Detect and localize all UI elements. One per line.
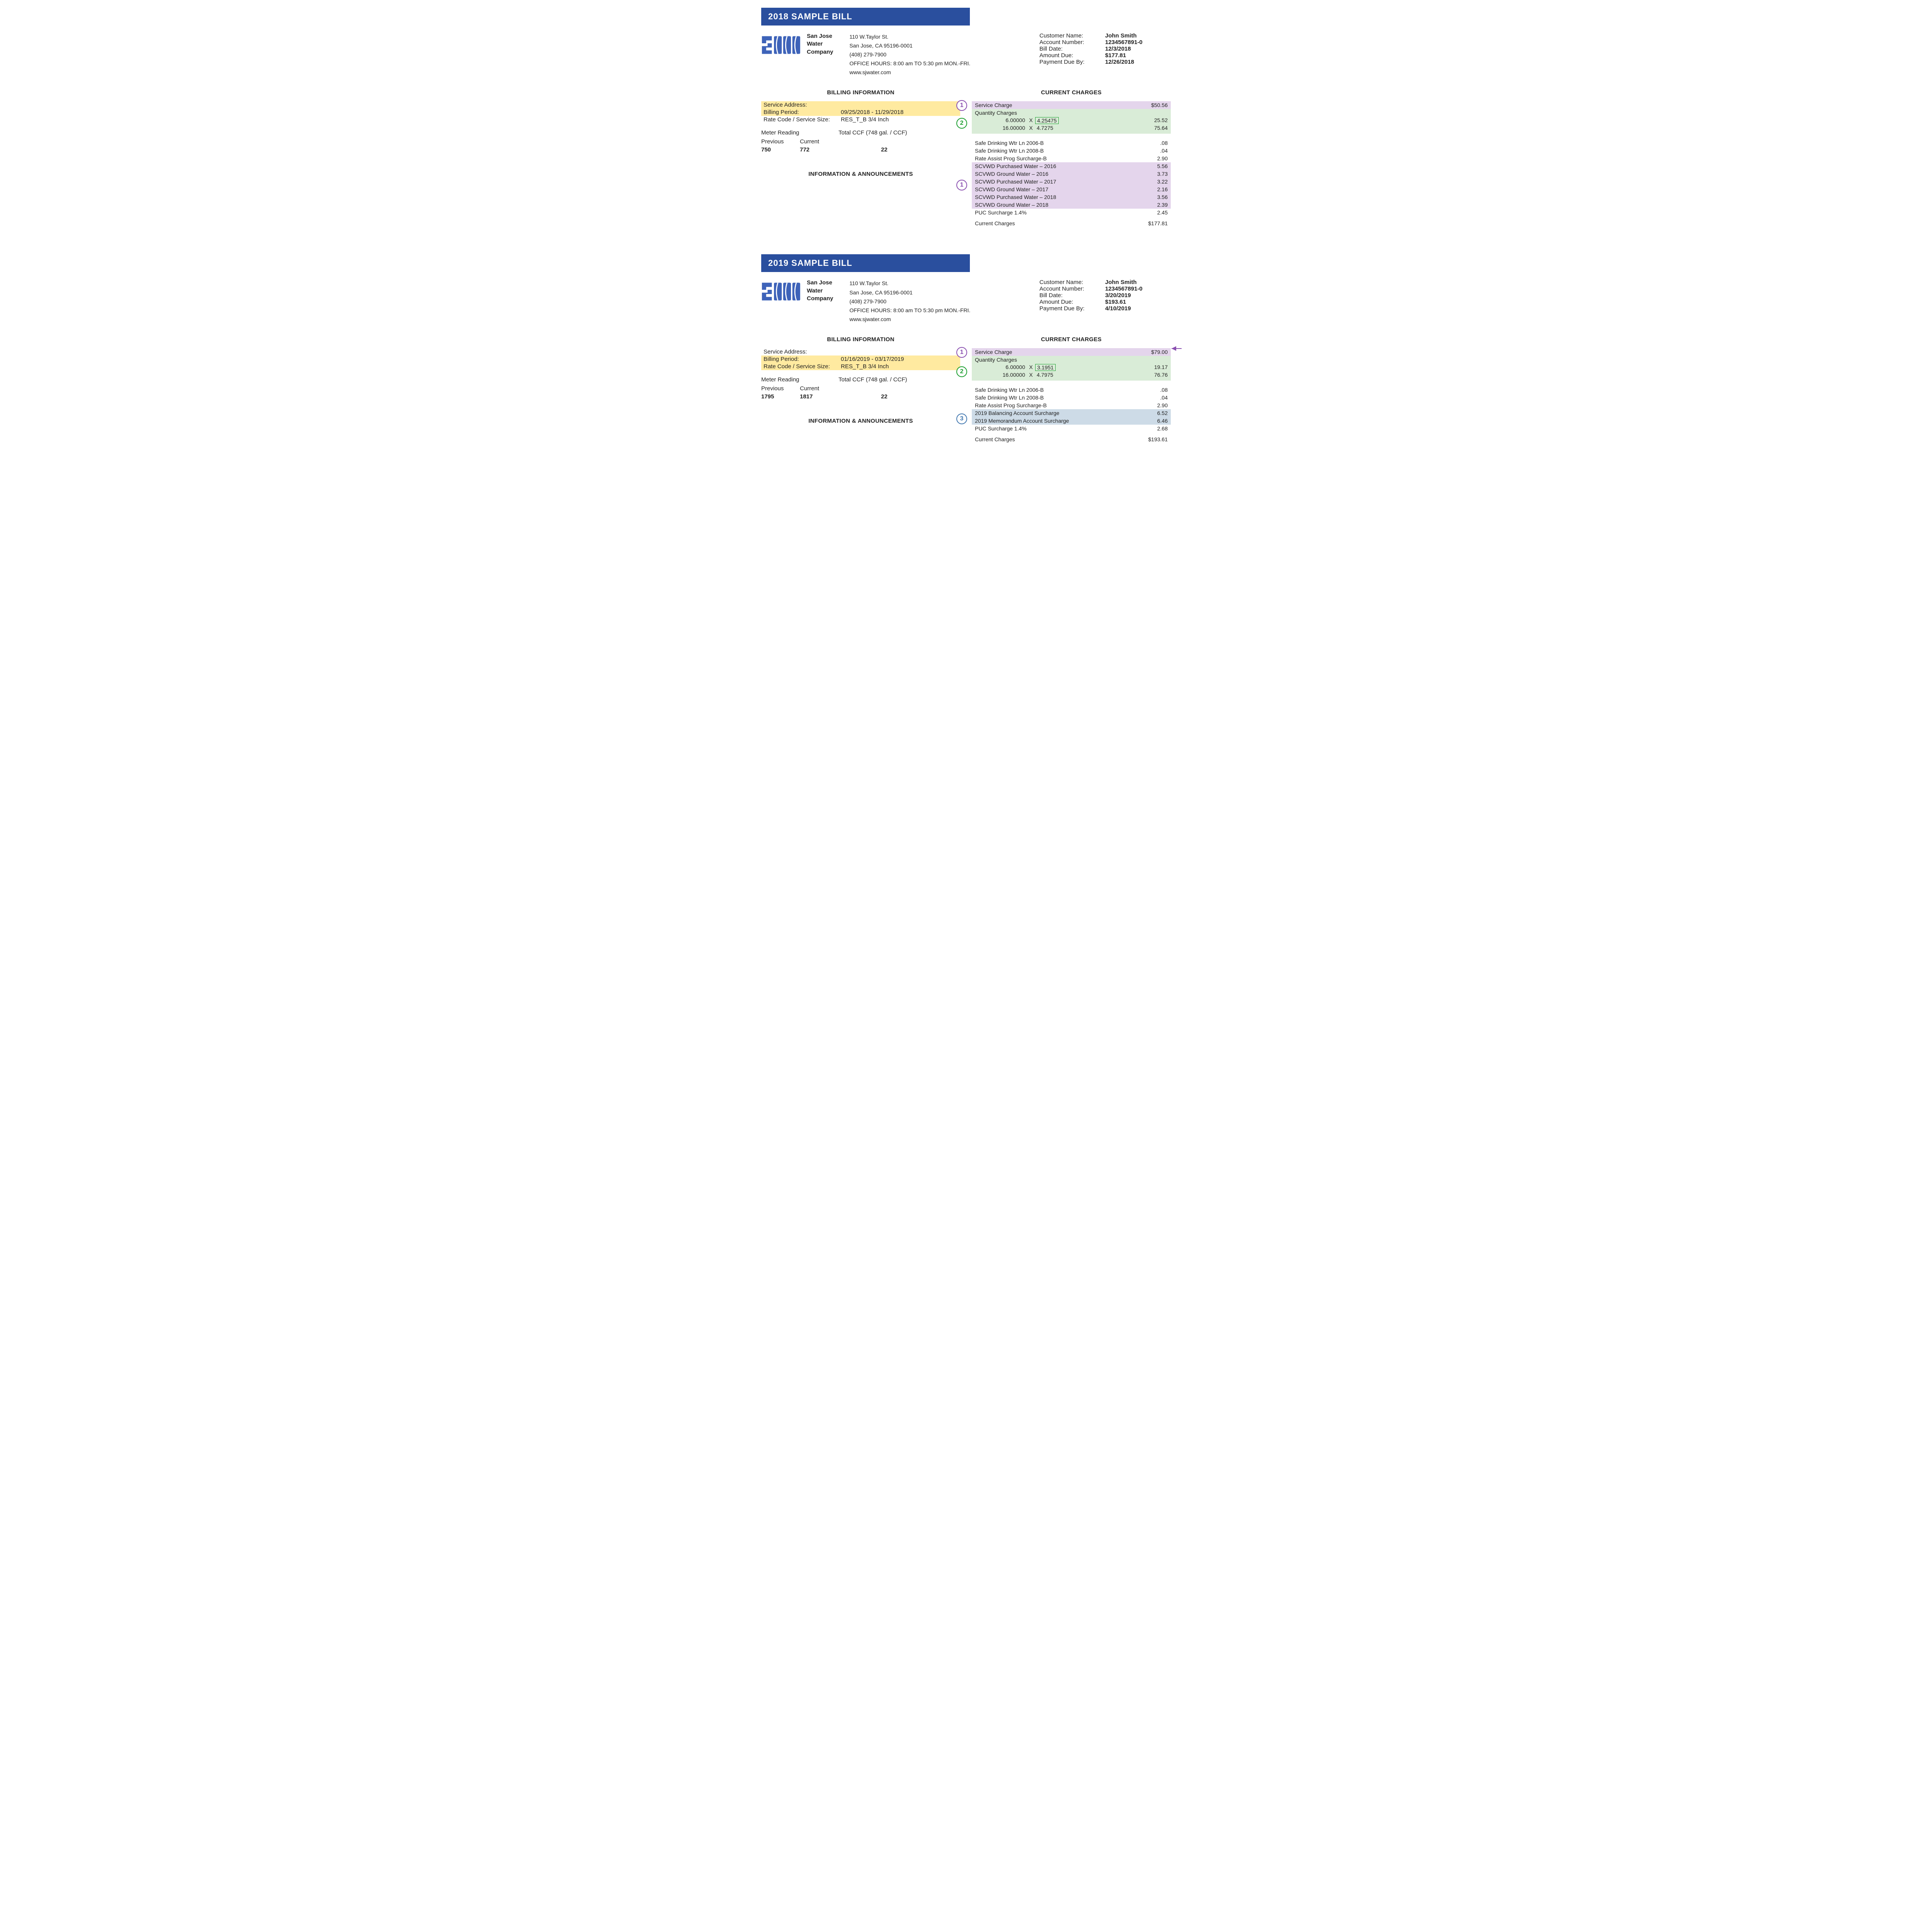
current-charges-heading: CURRENT CHARGES xyxy=(972,89,1171,96)
callout-marker: 2 xyxy=(956,366,967,377)
bill-2019: 2019 SAMPLE BILL San Jose Water C xyxy=(761,254,1171,443)
charge-line: 2019 Balancing Account Surcharge6.52 xyxy=(972,409,1171,417)
meter-total: 22 xyxy=(881,146,920,153)
quantity-charges-header: Quantity Charges xyxy=(972,356,1171,364)
bill-title: 2019 SAMPLE BILL xyxy=(761,254,970,272)
charge-line: Safe Drinking Wtr Ln 2006-B.08 xyxy=(972,139,1171,147)
quantity-row: 16.00000 X 4.7275 75.64 xyxy=(972,124,1171,131)
info-announcements-heading: INFORMATION & ANNOUNCEMENTS xyxy=(761,418,960,424)
charge-line: PUC Surcharge 1.4%2.68 xyxy=(972,425,1171,432)
meter-prev: 1795 xyxy=(761,393,800,400)
quantity-row: 16.00000 X 4.7975 76.76 xyxy=(972,371,1171,378)
service-charge-row: Service Charge $79.00 xyxy=(972,348,1171,356)
charge-line: Safe Drinking Wtr Ln 2008-B.04 xyxy=(972,394,1171,401)
sjw-logo-icon xyxy=(761,32,804,54)
charge-line: SCVWD Purchased Water – 20173.22 xyxy=(972,178,1171,185)
meter-cur: 1817 xyxy=(800,393,838,400)
callout-marker: 1 xyxy=(956,347,967,358)
callout-markers: 1 2 1 xyxy=(956,85,970,227)
charge-line: Safe Drinking Wtr Ln 2008-B.04 xyxy=(972,147,1171,155)
charge-line: Rate Assist Prog Surcharge-B2.90 xyxy=(972,401,1171,409)
callout-markers: 1 2 3 xyxy=(956,332,970,443)
charge-line: SCVWD Ground Water – 20163.73 xyxy=(972,170,1171,178)
company-logo-block: San Jose Water Company xyxy=(761,279,833,303)
charges-table: Service Charge $79.00 Quantity Charges 6… xyxy=(972,348,1171,443)
charge-line: Safe Drinking Wtr Ln 2006-B.08 xyxy=(972,386,1171,394)
charge-line: SCVWD Ground Water – 20172.16 xyxy=(972,185,1171,193)
billing-info: Service Address: Billing Period:09/25/20… xyxy=(761,101,960,153)
callout-marker: 2 xyxy=(956,118,967,129)
info-announcements-heading: INFORMATION & ANNOUNCEMENTS xyxy=(761,171,960,177)
company-contact: 110 W.Taylor St. San Jose, CA 95196-0001… xyxy=(849,279,970,323)
bill-2018: 2018 SAMPLE BILL San Jose Water C xyxy=(761,8,1171,227)
billing-info-heading: BILLING INFORMATION xyxy=(761,336,960,343)
charge-line: PUC Surcharge 1.4%2.45 xyxy=(972,209,1171,216)
customer-info: Customer Name:John Smith Account Number:… xyxy=(1039,279,1171,312)
quantity-charges-header: Quantity Charges xyxy=(972,109,1171,117)
charge-line: 2019 Memorandum Account Surcharge6.46 xyxy=(972,417,1171,425)
billing-info: Service Address: Billing Period:01/16/20… xyxy=(761,348,960,400)
billing-info-heading: BILLING INFORMATION xyxy=(761,89,960,96)
current-charges-heading: CURRENT CHARGES xyxy=(972,336,1171,343)
callout-marker: 3 xyxy=(956,413,967,424)
charge-line: SCVWD Ground Water – 20182.39 xyxy=(972,201,1171,209)
customer-info: Customer Name:John Smith Account Number:… xyxy=(1039,32,1171,65)
company-name: San Jose Water Company xyxy=(807,279,833,303)
charge-line: SCVWD Purchased Water – 20165.56 xyxy=(972,162,1171,170)
callout-marker: 1 xyxy=(956,180,967,190)
callout-marker: 1 xyxy=(956,100,967,111)
current-charges-total: Current Charges $177.81 xyxy=(972,216,1171,227)
charge-line: SCVWD Purchased Water – 20183.56 xyxy=(972,193,1171,201)
bill-title: 2018 SAMPLE BILL xyxy=(761,8,970,26)
charges-table: Service Charge $50.56 Quantity Charges 6… xyxy=(972,101,1171,227)
meter-prev: 750 xyxy=(761,146,800,153)
quantity-row: 6.00000 X 4.25475 25.52 xyxy=(972,117,1171,124)
quantity-row: 6.00000 X 3.1951 19.17 xyxy=(972,364,1171,371)
charge-line: Rate Assist Prog Surcharge-B2.90 xyxy=(972,155,1171,162)
sjw-logo-icon xyxy=(761,279,804,301)
meter-total: 22 xyxy=(881,393,920,400)
service-charge-row: Service Charge $50.56 xyxy=(972,101,1171,109)
current-charges-total: Current Charges $193.61 xyxy=(972,432,1171,443)
meter-cur: 772 xyxy=(800,146,838,153)
company-contact: 110 W.Taylor St. San Jose, CA 95196-0001… xyxy=(849,32,970,77)
company-name: San Jose Water Company xyxy=(807,32,833,56)
company-logo-block: San Jose Water Company xyxy=(761,32,833,56)
